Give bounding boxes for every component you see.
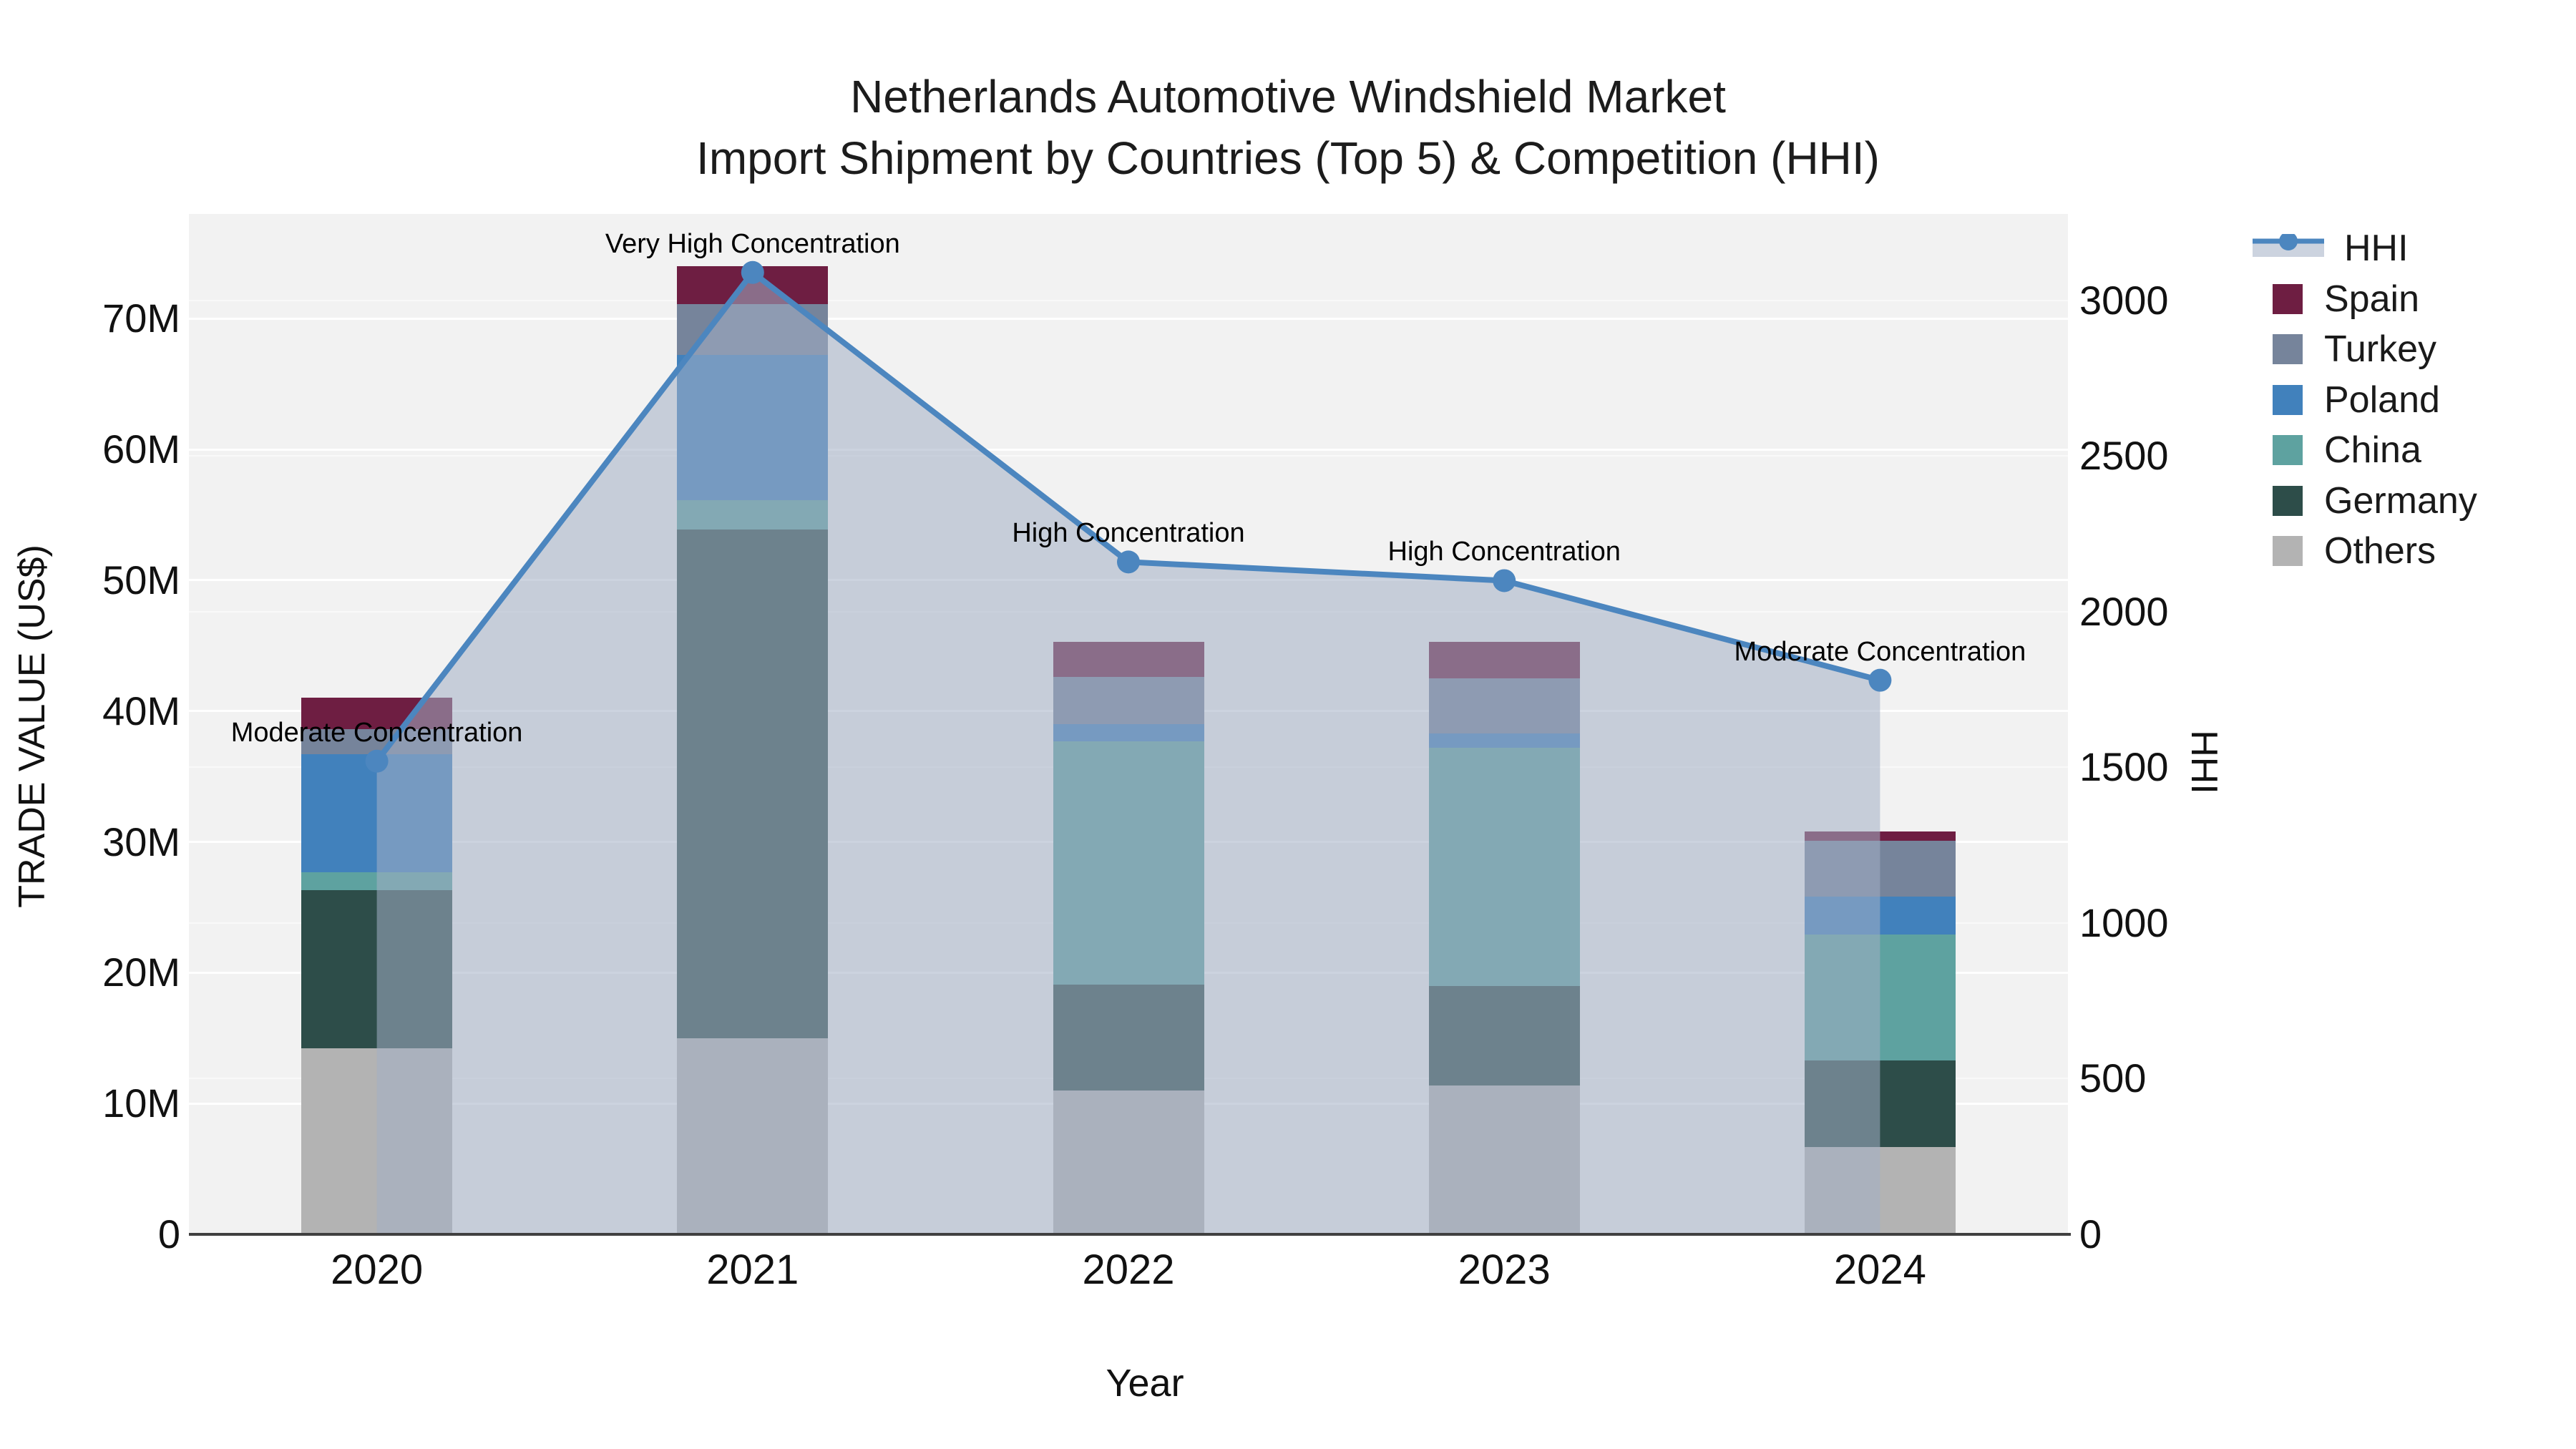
left-tick-40M: 40M [102, 688, 180, 733]
legend-item-spain[interactable]: Spain [2253, 274, 2419, 324]
legend-label: Turkey [2324, 328, 2436, 370]
left-tick-70M: 70M [102, 296, 180, 341]
right-tick-3000: 3000 [2079, 277, 2169, 323]
right-tick-1000: 1000 [2079, 899, 2169, 945]
gridline-trade-60M [189, 448, 2068, 451]
legend-label: Poland [2324, 379, 2440, 421]
legend-item-hhi[interactable]: HHI [2253, 223, 2409, 273]
annotation-2022: High Concentration [1012, 518, 1245, 549]
hhi-marker-2022[interactable] [1117, 550, 1140, 574]
left-tick-0: 0 [157, 1211, 180, 1257]
legend-item-others[interactable]: Others [2253, 526, 2436, 576]
legend-label: Spain [2324, 278, 2419, 320]
legend-square-swatch-icon [2273, 536, 2303, 566]
plot-area [189, 214, 2068, 1234]
left-tick-20M: 20M [102, 950, 180, 995]
legend-line-swatch-icon [2253, 232, 2324, 263]
x-tick-2024: 2024 [1833, 1246, 1926, 1293]
legend-item-poland[interactable]: Poland [2253, 375, 2440, 425]
gridline-hhi-2500 [189, 455, 2068, 457]
legend-square-swatch-icon [2273, 384, 2303, 415]
chart-title-line1: Netherlands Automotive Windshield Market [850, 71, 1726, 122]
x-axis-line [189, 1233, 2071, 1236]
chart-title-line2: Import Shipment by Countries (Top 5) & C… [696, 132, 1880, 184]
legend-label: Others [2324, 530, 2436, 572]
hhi-marker-2024[interactable] [1868, 668, 1892, 692]
legend-label: HHI [2344, 228, 2409, 269]
x-tick-2023: 2023 [1458, 1246, 1551, 1293]
annotation-2024: Moderate Concentration [1734, 636, 2026, 667]
hhi-area-fill [376, 272, 1880, 1234]
legend-square-swatch-icon [2273, 334, 2303, 364]
chart-title: Netherlands Automotive Windshield Market… [0, 66, 2576, 189]
gridline-hhi-3000 [189, 299, 2068, 301]
right-tick-2000: 2000 [2079, 588, 2169, 634]
left-tick-10M: 10M [102, 1080, 180, 1126]
legend-square-swatch-icon [2273, 435, 2303, 465]
legend-item-turkey[interactable]: Turkey [2253, 324, 2436, 374]
right-tick-1500: 1500 [2079, 744, 2169, 790]
right-tick-0: 0 [2079, 1211, 2102, 1257]
legend-item-germany[interactable]: Germany [2253, 476, 2477, 526]
legend-square-swatch-icon [2273, 485, 2303, 516]
left-tick-50M: 50M [102, 557, 180, 602]
x-axis-title: Year [1106, 1362, 1184, 1405]
annotation-2021: Very High Concentration [605, 228, 900, 259]
hhi-marker-2020[interactable] [365, 749, 389, 773]
legend-label: Germany [2324, 479, 2477, 522]
left-tick-30M: 30M [102, 819, 180, 864]
x-tick-2022: 2022 [1082, 1246, 1175, 1293]
legend-item-china[interactable]: China [2253, 425, 2421, 475]
legend-square-swatch-icon [2273, 283, 2303, 314]
hhi-marker-2023[interactable] [1493, 569, 1516, 592]
right-tick-2500: 2500 [2079, 433, 2169, 479]
annotation-2023: High Concentration [1387, 537, 1621, 567]
annotation-2020: Moderate Concentration [230, 717, 523, 748]
left-tick-60M: 60M [102, 426, 180, 472]
x-tick-2021: 2021 [706, 1246, 799, 1293]
x-tick-2020: 2020 [331, 1246, 424, 1293]
gridline-trade-70M [189, 317, 2068, 320]
right-tick-500: 500 [2079, 1055, 2147, 1101]
hhi-marker-2021[interactable] [741, 260, 764, 284]
hhi-line-layer [365, 260, 1892, 1234]
legend-label: China [2324, 429, 2421, 471]
